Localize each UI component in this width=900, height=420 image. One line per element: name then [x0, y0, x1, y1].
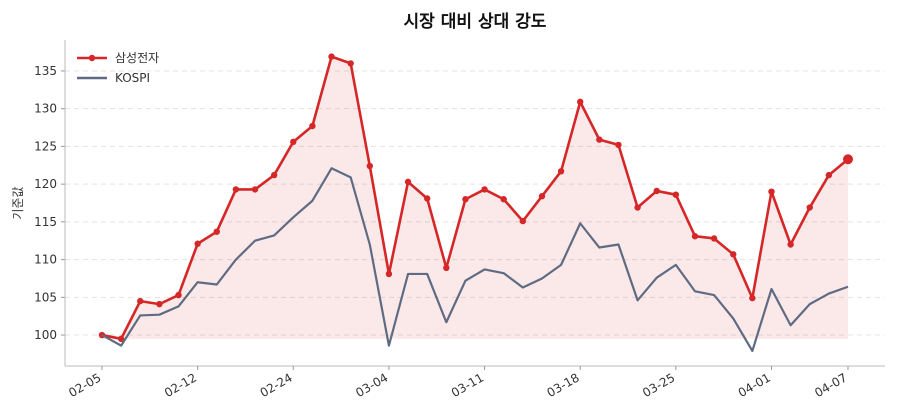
chart-title: 시장 대비 상대 강도: [404, 12, 547, 32]
legend-marker: [88, 54, 96, 62]
point: [500, 196, 507, 203]
y-tick-label: 110: [34, 253, 57, 267]
y-tick-label: 105: [34, 290, 57, 304]
x-tick-label: 02-12: [162, 370, 199, 400]
point: [691, 233, 699, 240]
point: [710, 235, 718, 242]
x-tick-label: 03-11: [449, 370, 486, 400]
point: [270, 171, 278, 179]
point: [232, 186, 240, 193]
area: [102, 56, 848, 339]
point: [634, 204, 641, 211]
point: [843, 154, 853, 165]
point: [385, 270, 393, 278]
point: [251, 186, 259, 193]
point: [175, 291, 182, 299]
point: [577, 98, 584, 106]
point: [194, 240, 201, 247]
point: [462, 196, 469, 203]
x-tick-label: 03-18: [545, 370, 582, 400]
point: [806, 204, 813, 211]
point: [653, 187, 660, 195]
y-tick-label: 130: [34, 102, 57, 116]
point: [519, 217, 527, 225]
point: [290, 138, 297, 146]
point: [538, 193, 546, 200]
point: [117, 335, 125, 343]
point: [309, 122, 316, 130]
line: [101, 55, 849, 341]
point: [557, 168, 565, 175]
point: [404, 178, 412, 186]
x-tick-label: 03-25: [640, 370, 677, 400]
y-tick-label: 100: [34, 328, 57, 342]
point: [672, 191, 680, 198]
legend-label: 삼성전자: [115, 51, 159, 65]
x-tick-label: 02-05: [66, 370, 103, 400]
x-tick-label: 03-04: [353, 370, 390, 400]
point: [213, 228, 220, 235]
y-tick-label: 115: [34, 215, 57, 229]
y-tick-label: 120: [34, 177, 57, 191]
point: [749, 294, 756, 302]
point: [443, 264, 450, 272]
point: [366, 162, 373, 170]
x-tick-label: 04-07: [812, 370, 849, 400]
point: [768, 188, 775, 195]
point: [328, 53, 335, 60]
point: [481, 186, 488, 193]
point: [615, 141, 622, 149]
point: [347, 60, 354, 67]
point: [825, 171, 833, 179]
y-axis-label: 기준값: [11, 186, 25, 219]
x-tick-label: 02-24: [258, 370, 295, 400]
line: [101, 167, 849, 353]
point: [423, 195, 431, 202]
y-tick-label: 125: [34, 139, 57, 153]
point: [137, 297, 144, 305]
y-tick-label: 135: [34, 64, 57, 78]
point: [156, 300, 163, 308]
point: [787, 241, 794, 248]
point: [596, 136, 603, 143]
point: [730, 251, 737, 258]
legend-label: KOSPI: [115, 71, 150, 85]
x-tick-label: 04-01: [736, 370, 773, 400]
